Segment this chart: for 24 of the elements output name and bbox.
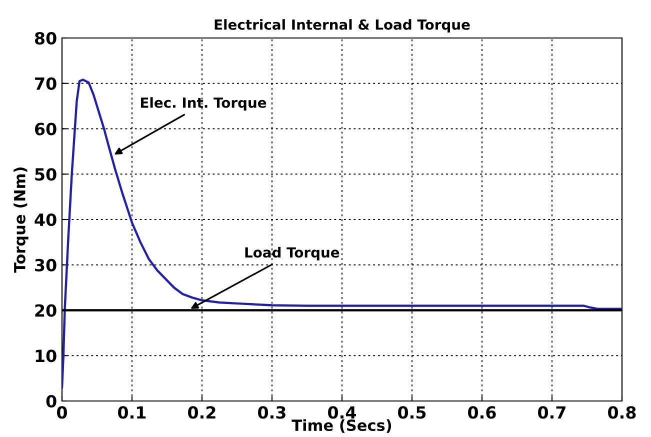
x-axis-title: Time (Secs) [292,419,392,433]
x-tick-label: 0.4 [328,406,356,419]
y-tick-label: 80 [34,32,56,45]
y-tick-label: 20 [35,304,56,317]
y-tick-label: 60 [34,122,56,136]
x-tick-label: 0.2 [188,406,216,419]
annotation: Elec. Int. Torque [140,97,266,111]
y-tick-label: 30 [35,258,56,272]
y-axis-title: Torque (Nm) [14,168,28,273]
x-tick-label: 0.7 [538,406,566,419]
y-tick-label: 50 [35,168,56,181]
x-tick-label: 0.3 [258,406,286,419]
x-tick-label: 0.8 [608,406,636,419]
line-series [62,78,622,388]
annotation: Load Torque [245,246,340,260]
chart-title: Electrical Internal & Load Torque [214,19,470,33]
y-tick-label: 0 [46,394,56,408]
y-tick-label: 70 [35,77,56,90]
y-tick-label: 40 [34,213,56,226]
x-tick-label: 0.5 [398,406,426,419]
x-tick-label: 0 [57,406,67,419]
x-tick-label: 0.6 [468,406,496,419]
y-tick-label: 10 [36,350,56,362]
x-tick-label: 0.1 [118,406,146,419]
